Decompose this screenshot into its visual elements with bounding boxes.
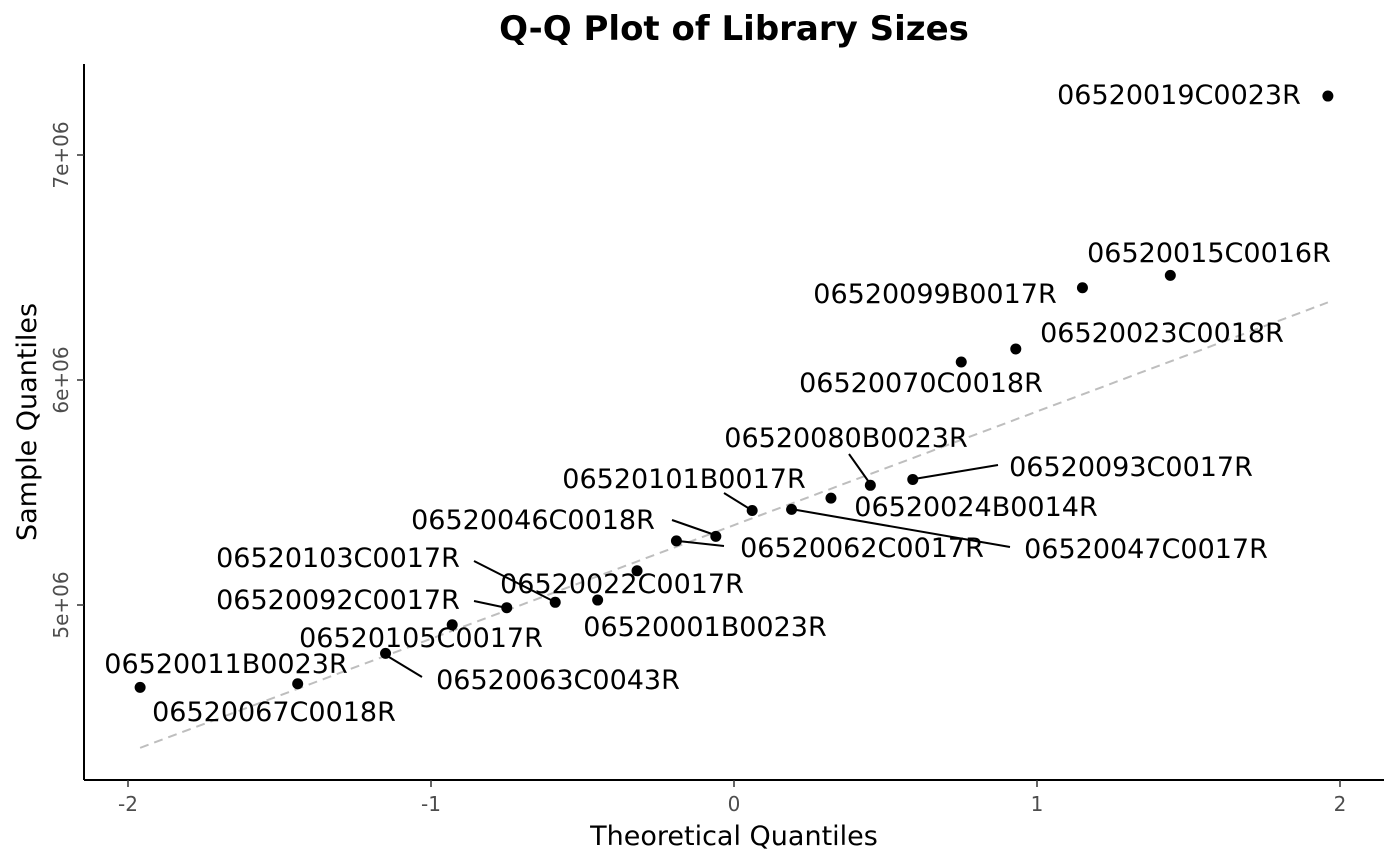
- x-tick-label: -2: [118, 792, 138, 816]
- data-point: [1322, 90, 1334, 102]
- data-point: [592, 594, 604, 606]
- x-tick-label: -1: [421, 792, 441, 816]
- data-point: [446, 619, 458, 631]
- label-connector: [913, 464, 999, 480]
- point-label: 06520105C0017R: [299, 623, 543, 654]
- x-tick-label: 0: [728, 792, 741, 816]
- data-point: [292, 678, 304, 690]
- data-point: [710, 530, 722, 542]
- point-label: 06520023C0018R: [1040, 318, 1284, 349]
- data-point: [380, 647, 392, 659]
- point-label: 06520103C0017R: [216, 543, 460, 574]
- data-point: [907, 473, 919, 485]
- label-connector: [473, 560, 554, 602]
- data-point: [955, 356, 967, 368]
- chart-title: Q-Q Plot of Library Sizes: [499, 9, 969, 49]
- reference-line: [139, 301, 1329, 749]
- data-point: [549, 596, 561, 608]
- x-tick-label: 2: [1334, 792, 1347, 816]
- data-point: [1164, 269, 1176, 281]
- point-label: 06520101B0017R: [562, 464, 805, 495]
- data-point: [501, 602, 513, 614]
- point-label: 06520067C0018R: [152, 697, 396, 728]
- label-connector: [677, 540, 725, 547]
- data-point: [631, 565, 643, 577]
- point-label: 06520046C0018R: [411, 505, 655, 536]
- y-tick-label: 6e+06: [49, 346, 73, 413]
- data-point: [670, 535, 682, 547]
- y-axis-title: Sample Quantiles: [12, 303, 43, 541]
- data-point: [864, 479, 876, 491]
- label-connector: [848, 453, 872, 486]
- data-point: [786, 503, 798, 515]
- label-connector: [383, 653, 423, 678]
- data-point: [1010, 343, 1022, 355]
- x-axis-title: Theoretical Quantiles: [589, 821, 878, 852]
- point-label: 06520001B0023R: [583, 612, 826, 643]
- data-point: [1076, 282, 1088, 294]
- y-tick-label: 5e+06: [49, 571, 73, 638]
- plot-area: -2 -1 0 1 25e+066e+067e+0606520011B0023R0652…: [49, 64, 1384, 816]
- point-label: 06520080B0023R: [724, 423, 967, 454]
- label-connector: [671, 519, 716, 536]
- y-tick-label: 7e+06: [49, 121, 73, 188]
- data-point: [134, 681, 146, 693]
- label-connector: [790, 508, 1011, 548]
- point-label: 06520015C0016R: [1087, 238, 1331, 269]
- data-point: [746, 505, 758, 516]
- point-label: 06520022C0017R: [500, 569, 744, 600]
- point-label: 06520024B0014R: [854, 492, 1097, 523]
- point-label: 06520093C0017R: [1009, 452, 1253, 483]
- point-label: 06520092C0017R: [216, 585, 460, 616]
- x-tick-label: 1: [1031, 792, 1044, 816]
- data-point: [825, 492, 837, 504]
- point-label: 06520011B0023R: [104, 649, 347, 680]
- point-label: 06520099B0017R: [813, 279, 1056, 310]
- point-label: 06520063C0043R: [436, 665, 680, 696]
- point-label: 06520047C0017R: [1024, 534, 1268, 565]
- point-label: 06520070C0018R: [799, 368, 1043, 399]
- point-label: 06520019C0023R: [1057, 80, 1301, 111]
- point-label: 06520062C0017R: [740, 533, 984, 564]
